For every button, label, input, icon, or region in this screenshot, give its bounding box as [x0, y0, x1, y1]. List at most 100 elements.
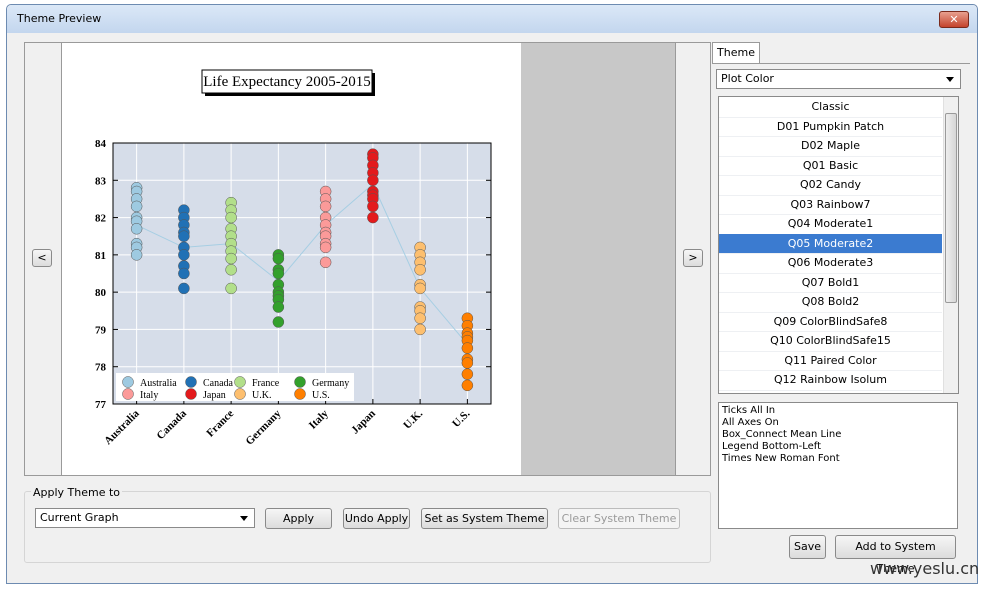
y-tick-label: 78 — [95, 362, 107, 374]
data-point — [130, 223, 143, 235]
data-point — [461, 357, 474, 369]
legend-marker — [122, 388, 134, 400]
graph-page: Life Expectancy 2005-2015 77 78 79 80 81 82 83 8… — [61, 43, 521, 475]
data-point — [414, 323, 426, 336]
data-point — [414, 312, 426, 324]
theme-item[interactable]: Q06 Moderate3 — [719, 253, 942, 274]
y-tick-label: 82 — [95, 213, 107, 225]
legend-marker — [185, 376, 197, 388]
scroll-thumb[interactable] — [945, 113, 957, 303]
data-point — [225, 211, 237, 224]
description-line: Ticks All In — [722, 405, 776, 416]
legend-label: Canada — [203, 378, 234, 389]
prev-button[interactable]: < — [32, 249, 52, 267]
y-tick-label: 79 — [95, 324, 107, 336]
legend-marker — [294, 388, 306, 400]
theme-item[interactable]: Q02 Candy — [719, 175, 942, 196]
theme-item[interactable]: D02 Maple — [719, 136, 942, 157]
y-tick-label: 84 — [95, 138, 107, 150]
title-bar: Theme Preview ✕ — [7, 5, 977, 33]
legend-marker — [122, 376, 134, 388]
target-dropdown[interactable]: Current Graph — [35, 508, 255, 528]
data-point — [130, 249, 143, 261]
data-point — [367, 174, 379, 187]
data-point — [272, 267, 285, 280]
theme-item[interactable]: Q10 ColorBlindSafe15 — [719, 331, 942, 352]
theme-item[interactable]: Q03 Rainbow7 — [719, 195, 942, 215]
apply-label: Apply Theme to — [31, 486, 123, 499]
x-tick-label: Japan — [349, 408, 378, 437]
next-button[interactable]: > — [683, 249, 703, 267]
apply-button[interactable]: Undo Apply — [343, 508, 410, 529]
legend-label: Japan — [203, 390, 226, 401]
window: Theme Preview ✕ < Life Expectancy 2005-2… — [6, 4, 978, 584]
close-button[interactable]: ✕ — [939, 11, 969, 28]
apply-button: Clear System Theme — [558, 508, 680, 529]
title-box — [201, 69, 373, 94]
data-point — [178, 230, 190, 242]
theme-description: Ticks All In All Axes On Box_Connect Mean … — [718, 402, 958, 529]
legend-marker — [234, 388, 246, 400]
plot-border — [112, 142, 492, 405]
theme-tab[interactable]: Theme — [712, 42, 760, 64]
legend-label: U.K. — [252, 390, 271, 401]
theme-item[interactable]: Q11 Paired Color — [719, 351, 942, 371]
legend-label: Germany — [312, 378, 349, 389]
y-tick-label: 80 — [95, 287, 107, 299]
plot-area — [112, 142, 492, 405]
theme-item[interactable]: Q04 Moderate1 — [719, 214, 942, 235]
description-line: Legend Bottom-Left — [722, 441, 822, 452]
x-tick-label: U.S. — [450, 407, 472, 429]
data-point — [225, 252, 237, 265]
mean-line — [136, 183, 468, 345]
data-point — [178, 282, 190, 295]
data-point — [272, 316, 285, 328]
theme-item[interactable]: Q09 ColorBlindSafe8 — [719, 312, 942, 332]
data-point — [461, 379, 474, 392]
theme-item[interactable]: Q08 Bold2 — [719, 292, 942, 313]
theme-item[interactable]: Q01 Basic — [719, 156, 942, 176]
page-margin — [521, 43, 676, 475]
description-line: Box_Connect Mean Line — [722, 429, 842, 440]
panel-button[interactable]: Save — [789, 535, 826, 559]
y-tick-label: 81 — [95, 250, 106, 262]
data-point — [319, 256, 332, 269]
theme-item[interactable]: Q05 Moderate2 — [719, 233, 942, 254]
tab-line — [712, 63, 970, 64]
x-tick-label: Germany — [243, 407, 283, 447]
apply-button[interactable]: Apply — [265, 508, 332, 529]
theme-item[interactable]: D01 Pumpkin Patch — [719, 117, 942, 137]
theme-item[interactable]: Q12 Rainbow Isolum — [719, 370, 942, 391]
description-line: Times New Roman Font — [722, 453, 840, 464]
data-point — [178, 267, 190, 280]
data-point — [225, 264, 237, 276]
apply-button[interactable]: Set as System Theme — [421, 508, 548, 529]
apply-group — [24, 491, 711, 563]
legend-label: France — [252, 378, 280, 389]
theme-item[interactable]: Q07 Bold1 — [719, 273, 942, 293]
data-point — [461, 342, 474, 354]
scrollbar[interactable] — [943, 97, 958, 393]
legend-label: U.S. — [312, 390, 330, 401]
x-tick-label: U.K. — [401, 407, 425, 431]
data-point — [461, 368, 474, 380]
data-point — [272, 252, 285, 265]
data-point — [130, 200, 143, 213]
category-dropdown[interactable]: Plot Color — [716, 69, 961, 89]
chart-title: Life Expectancy 2005-2015 — [203, 74, 370, 90]
x-tick-label: Canada — [155, 407, 190, 442]
legend-marker — [234, 376, 246, 388]
theme-item[interactable]: Classic — [719, 97, 942, 118]
data-point — [367, 211, 379, 224]
theme-list: Classic D01 Pumpkin Patch D02 Maple Q01 Bas… — [718, 96, 959, 394]
y-tick-label: 77 — [95, 399, 107, 411]
preview-frame: < Life Expectancy 2005-2015 77 78 79 80 81 82 8… — [24, 42, 711, 476]
data-point — [319, 200, 332, 213]
legend-marker — [185, 388, 197, 400]
data-point — [178, 249, 190, 261]
watermark: www.yeslu.cn — [870, 559, 980, 578]
panel-button[interactable]: Add to System Theme — [835, 535, 956, 575]
chart: Life Expectancy 2005-2015 77 78 79 80 81 82 83 8… — [95, 69, 492, 448]
data-point — [414, 282, 426, 295]
